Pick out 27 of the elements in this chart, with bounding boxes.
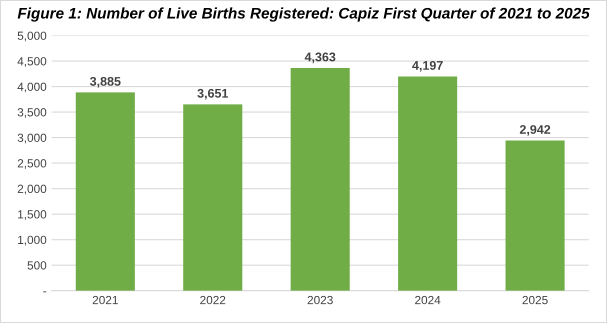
bar bbox=[506, 140, 565, 291]
y-tick-label: 3,000 bbox=[18, 134, 46, 144]
data-label: 4,197 bbox=[412, 61, 443, 72]
y-tick-label: 1,000 bbox=[18, 236, 46, 246]
x-tick-label: 2022 bbox=[200, 296, 226, 304]
bar bbox=[183, 104, 242, 291]
y-tick-label: 5,000 bbox=[18, 32, 46, 42]
data-label: 2,942 bbox=[520, 125, 550, 136]
bar bbox=[290, 68, 350, 291]
x-tick-label: 2023 bbox=[308, 296, 333, 304]
y-tick-label: 500 bbox=[28, 261, 46, 270]
chart-title: Figure 1: Number of Live Births Registered: Capiz First Quarter of 2021 to 2025 bbox=[18, 7, 590, 22]
y-tick-label: 2,000 bbox=[18, 184, 46, 194]
data-label: 3,651 bbox=[197, 88, 228, 100]
y-tick-label: - bbox=[43, 291, 46, 292]
data-label: 3,885 bbox=[90, 76, 121, 88]
y-tick-label: 2,500 bbox=[18, 159, 46, 169]
y-tick-label: 3,500 bbox=[18, 108, 46, 118]
y-tick-label: 1,500 bbox=[18, 210, 46, 220]
bar bbox=[76, 92, 135, 291]
y-tick-label: 4,000 bbox=[17, 82, 46, 92]
x-tick-label: 2025 bbox=[522, 296, 548, 304]
data-label: 4,363 bbox=[304, 52, 336, 64]
x-tick-label: 2024 bbox=[415, 296, 440, 304]
y-tick-label: 4,500 bbox=[17, 57, 46, 67]
x-tick-label: 2021 bbox=[92, 296, 118, 304]
bar bbox=[398, 76, 458, 291]
